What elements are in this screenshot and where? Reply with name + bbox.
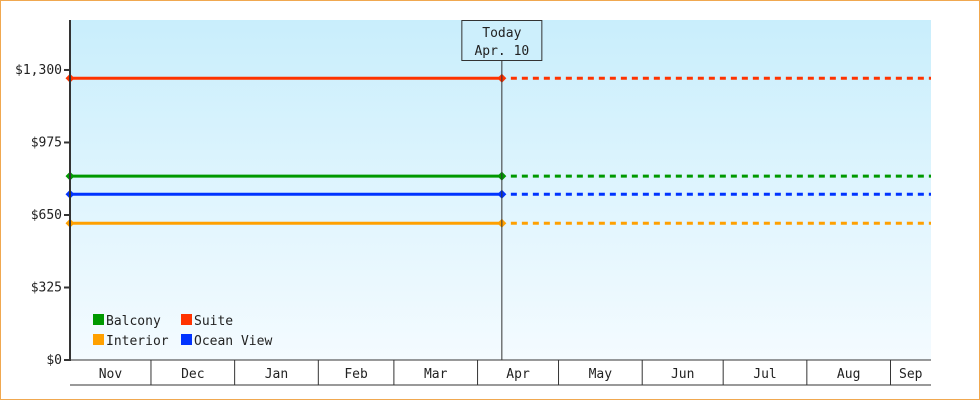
x-tick-label: Mar [424, 367, 448, 382]
x-tick-label: Apr [506, 367, 530, 382]
today-label: Today [482, 26, 521, 41]
x-tick-label: Sep [899, 367, 923, 382]
legend-label-2: Interior [106, 334, 169, 349]
x-tick-label: May [589, 367, 613, 382]
plot-area [70, 20, 931, 360]
x-tick-label: Aug [837, 367, 860, 382]
y-tick-label: $0 [46, 353, 62, 368]
legend-label-1: Suite [194, 314, 233, 329]
x-tick-label: Jan [265, 367, 288, 382]
today-date: Apr. 10 [474, 44, 529, 59]
x-tick-label: Nov [99, 367, 123, 382]
y-tick-label: $325 [31, 280, 62, 295]
legend-label-3: Ocean View [194, 334, 272, 349]
x-tick-label: Jun [671, 367, 694, 382]
legend-label-0: Balcony [106, 314, 161, 329]
x-tick-label: Feb [344, 367, 368, 382]
legend-swatch-3 [181, 334, 192, 345]
x-tick-label: Dec [181, 367, 204, 382]
legend-swatch-1 [181, 314, 192, 325]
legend-swatch-2 [93, 334, 104, 345]
today-box [461, 20, 543, 61]
y-tick-label: $650 [31, 208, 62, 223]
y-tick-label: $975 [31, 135, 62, 150]
x-tick-label: Jul [753, 367, 776, 382]
y-tick-label: $1,300 [15, 63, 62, 78]
legend-swatch-0 [93, 314, 104, 325]
